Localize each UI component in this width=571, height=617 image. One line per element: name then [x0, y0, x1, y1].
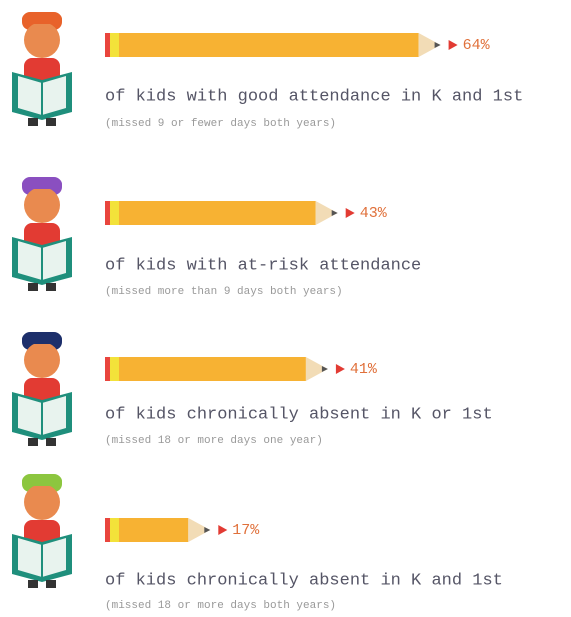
pencil-end — [105, 201, 110, 225]
pencil — [105, 357, 328, 381]
category-note: (missed 18 or more days both years) — [105, 600, 336, 612]
leg — [28, 118, 38, 126]
leg — [28, 438, 38, 446]
leg — [46, 438, 56, 446]
category-label: of kids with good attendance in K and 1s… — [105, 87, 523, 106]
category-label: of kids chronically absent in K or 1st — [105, 405, 493, 424]
pencil-lead — [332, 210, 338, 216]
pencil-band — [110, 518, 119, 542]
kid-icon — [12, 12, 72, 126]
bar — [105, 357, 306, 381]
value-label: 43% — [360, 205, 388, 222]
leg — [28, 580, 38, 588]
category-note: (missed 18 or more days one year) — [105, 435, 323, 447]
bar — [105, 201, 316, 225]
leg — [46, 118, 56, 126]
category-note: (missed 9 or fewer days both years) — [105, 118, 336, 130]
face — [24, 187, 60, 223]
pencil-end — [105, 357, 110, 381]
arrow — [346, 208, 355, 218]
kid-icon — [12, 332, 72, 446]
hair-top — [22, 334, 62, 344]
hair-top — [22, 14, 62, 24]
pencil — [105, 33, 441, 57]
pencil-lead — [322, 366, 328, 372]
leg — [46, 580, 56, 588]
value-label: 41% — [350, 361, 378, 378]
category-label: of kids chronically absent in K and 1st — [105, 571, 503, 590]
pencil-end — [105, 33, 110, 57]
pencil — [105, 201, 338, 225]
category-note: (missed more than 9 days both years) — [105, 286, 343, 298]
pencil — [105, 518, 210, 542]
pencil-band — [110, 33, 119, 57]
kid-icon — [12, 474, 72, 588]
hair-top — [22, 179, 62, 189]
pencil-lead — [435, 42, 441, 48]
pencil-band — [110, 201, 119, 225]
leg — [28, 283, 38, 291]
value-label: 17% — [232, 522, 260, 539]
arrow — [218, 525, 227, 535]
arrow — [449, 40, 458, 50]
bar — [105, 33, 419, 57]
pencil-band — [110, 357, 119, 381]
face — [24, 342, 60, 378]
category-label: of kids with at-risk attendance — [105, 256, 421, 275]
pencil-end — [105, 518, 110, 542]
face — [24, 22, 60, 58]
pencil-lead — [204, 527, 210, 533]
hair-top — [22, 476, 62, 486]
face — [24, 484, 60, 520]
kid-icon — [12, 177, 72, 291]
chart: 64% of kids with good attendance in K and… — [0, 0, 571, 613]
arrow — [336, 364, 345, 374]
value-label: 64% — [463, 37, 491, 54]
leg — [46, 283, 56, 291]
